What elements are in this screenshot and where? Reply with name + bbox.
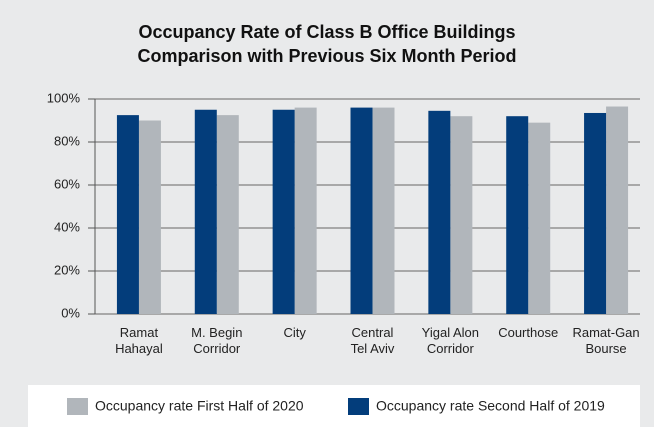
legend-swatch <box>67 398 88 415</box>
x-tick-label: City <box>283 325 306 340</box>
y-tick-label: 20% <box>54 262 80 277</box>
bar <box>272 109 295 314</box>
bar <box>350 107 373 314</box>
x-tick-label: Courthose <box>498 325 559 340</box>
bar <box>450 116 473 314</box>
bar <box>506 116 529 314</box>
bar <box>116 115 139 314</box>
x-tick-label: Ramat-Gan Bourse <box>572 325 640 356</box>
bar <box>584 112 607 314</box>
y-tick-label: 40% <box>54 219 80 234</box>
legend-label: Occupancy rate Second Half of 2019 <box>376 398 605 414</box>
bar <box>138 120 161 314</box>
legend-label: Occupancy rate First Half of 2020 <box>95 398 304 414</box>
bar <box>528 122 551 315</box>
y-tick-label: 100% <box>47 90 81 105</box>
chart-title: Occupancy Rate of Class B Office Buildin… <box>137 22 517 66</box>
x-tick-label: Central Tel Aviv <box>350 325 395 356</box>
x-tick-label: Ramat Hahayal <box>115 325 163 356</box>
bar <box>216 115 239 314</box>
bar <box>372 107 395 314</box>
x-tick-label: M. Begin Corridor <box>191 325 243 356</box>
y-tick-label: 0% <box>61 305 80 320</box>
bar <box>606 106 629 315</box>
bar <box>194 109 217 314</box>
y-tick-label: 80% <box>54 133 80 148</box>
bar <box>428 110 451 314</box>
legend-swatch <box>348 398 369 415</box>
x-tick-label: Yigal Alon Corridor <box>421 325 480 356</box>
y-tick-label: 60% <box>54 176 80 191</box>
legend-box <box>28 385 640 427</box>
bar <box>294 107 317 314</box>
